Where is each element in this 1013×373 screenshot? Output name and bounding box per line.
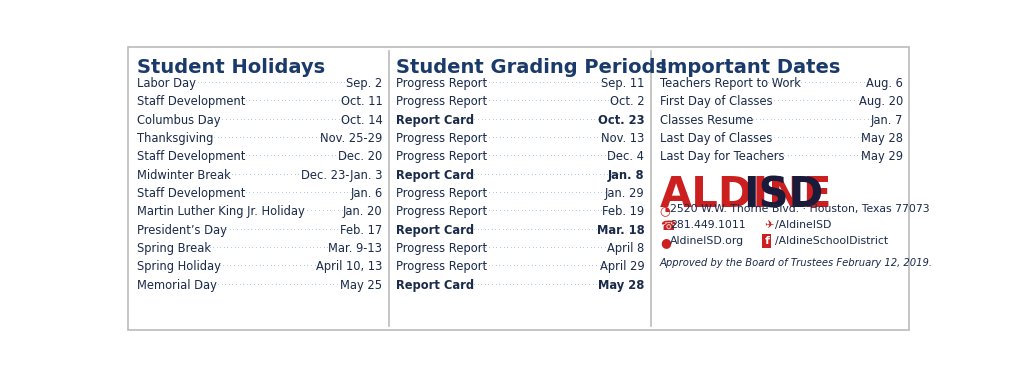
- Text: Oct. 2: Oct. 2: [610, 95, 644, 109]
- Text: Progress Report: Progress Report: [396, 187, 487, 200]
- Text: 281.449.1011: 281.449.1011: [670, 220, 746, 230]
- Text: Jan. 29: Jan. 29: [605, 187, 644, 200]
- Text: Oct. 14: Oct. 14: [340, 114, 382, 127]
- Text: April 10, 13: April 10, 13: [316, 260, 382, 273]
- Text: f: f: [765, 236, 770, 247]
- Text: /AldineSchoolDistrict: /AldineSchoolDistrict: [775, 236, 887, 247]
- Text: Report Card: Report Card: [396, 224, 474, 237]
- Text: Martin Luther King Jr. Holiday: Martin Luther King Jr. Holiday: [138, 206, 305, 218]
- Text: Report Card: Report Card: [396, 279, 474, 292]
- Text: Jan. 20: Jan. 20: [342, 206, 382, 218]
- Text: Teachers Report to Work: Teachers Report to Work: [659, 77, 800, 90]
- Text: Progress Report: Progress Report: [396, 260, 487, 273]
- Text: First Day of Classes: First Day of Classes: [659, 95, 773, 109]
- Text: Columbus Day: Columbus Day: [138, 114, 221, 127]
- Text: Spring Holiday: Spring Holiday: [138, 260, 222, 273]
- Text: Aug. 20: Aug. 20: [859, 95, 904, 109]
- Text: Progress Report: Progress Report: [396, 206, 487, 218]
- Text: ◔: ◔: [659, 204, 671, 217]
- Text: Progress Report: Progress Report: [396, 242, 487, 255]
- Text: Spring Break: Spring Break: [138, 242, 212, 255]
- Text: Classes Resume: Classes Resume: [659, 114, 754, 127]
- Text: Last Day of Classes: Last Day of Classes: [659, 132, 772, 145]
- Text: Sep. 11: Sep. 11: [601, 77, 644, 90]
- Text: Student Grading Periods: Student Grading Periods: [396, 58, 668, 77]
- Text: Dec. 20: Dec. 20: [338, 150, 382, 163]
- Text: Dec. 4: Dec. 4: [608, 150, 644, 163]
- Text: Report Card: Report Card: [396, 169, 474, 182]
- Text: Staff Development: Staff Development: [138, 95, 246, 109]
- Text: ISD: ISD: [744, 174, 824, 216]
- Text: Progress Report: Progress Report: [396, 95, 487, 109]
- Text: Student Holidays: Student Holidays: [138, 58, 325, 77]
- Text: Staff Development: Staff Development: [138, 150, 246, 163]
- Text: Oct. 23: Oct. 23: [598, 114, 644, 127]
- Text: Dec. 23-Jan. 3: Dec. 23-Jan. 3: [301, 169, 382, 182]
- Text: ALDINE: ALDINE: [659, 174, 833, 216]
- Text: Nov. 25-29: Nov. 25-29: [320, 132, 382, 145]
- Text: Approved by the Board of Trustees February 12, 2019.: Approved by the Board of Trustees Februa…: [659, 257, 933, 267]
- Text: Progress Report: Progress Report: [396, 150, 487, 163]
- Text: Jan. 6: Jan. 6: [350, 187, 382, 200]
- Text: /AldineISD: /AldineISD: [775, 220, 831, 230]
- Text: Last Day for Teachers: Last Day for Teachers: [659, 150, 784, 163]
- Text: April 29: April 29: [600, 260, 644, 273]
- Text: May 25: May 25: [340, 279, 382, 292]
- Text: Progress Report: Progress Report: [396, 132, 487, 145]
- Text: ●: ●: [659, 236, 671, 250]
- Text: 2520 W.W. Thorne Blvd. · Houston, Texas 77073: 2520 W.W. Thorne Blvd. · Houston, Texas …: [670, 204, 930, 214]
- Text: May 29: May 29: [861, 150, 904, 163]
- FancyBboxPatch shape: [129, 47, 910, 330]
- Text: Thanksgiving: Thanksgiving: [138, 132, 214, 145]
- Text: President’s Day: President’s Day: [138, 224, 227, 237]
- Text: Labor Day: Labor Day: [138, 77, 197, 90]
- Text: Oct. 11: Oct. 11: [340, 95, 382, 109]
- Text: Report Card: Report Card: [396, 114, 474, 127]
- Text: Mar. 9-13: Mar. 9-13: [328, 242, 382, 255]
- Text: Sep. 2: Sep. 2: [346, 77, 382, 90]
- Text: May 28: May 28: [861, 132, 904, 145]
- Text: Mar. 18: Mar. 18: [597, 224, 644, 237]
- Text: May 28: May 28: [598, 279, 644, 292]
- Text: Nov. 13: Nov. 13: [601, 132, 644, 145]
- Text: AldineISD.org: AldineISD.org: [670, 236, 744, 247]
- Text: Aug. 6: Aug. 6: [866, 77, 904, 90]
- Text: Memorial Day: Memorial Day: [138, 279, 218, 292]
- Text: Feb. 17: Feb. 17: [340, 224, 382, 237]
- Text: Progress Report: Progress Report: [396, 77, 487, 90]
- Text: Feb. 19: Feb. 19: [602, 206, 644, 218]
- Text: Staff Development: Staff Development: [138, 187, 246, 200]
- Text: Important Dates: Important Dates: [659, 58, 840, 77]
- Text: ☎: ☎: [659, 220, 676, 233]
- Text: Jan. 8: Jan. 8: [608, 169, 644, 182]
- Text: April 8: April 8: [607, 242, 644, 255]
- Text: Jan. 7: Jan. 7: [871, 114, 904, 127]
- Text: ✈: ✈: [765, 220, 774, 230]
- Text: Midwinter Break: Midwinter Break: [138, 169, 231, 182]
